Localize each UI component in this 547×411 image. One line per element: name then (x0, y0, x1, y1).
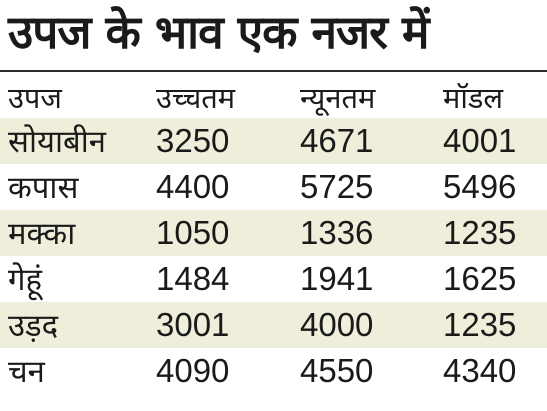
highest-price: 4090 (156, 352, 230, 389)
header-crop: उपज (8, 80, 62, 115)
table-header-row: उपज उच्चतम न्यूनतम मॉडल (0, 76, 547, 118)
modal-price: 4340 (443, 352, 517, 389)
highest-price: 1050 (156, 214, 230, 251)
crop-name: कपास (8, 170, 79, 206)
table-row: कपास 4400 5725 5496 (0, 164, 547, 210)
table-row: मक्का 1050 1336 1235 (0, 210, 547, 256)
lowest-price: 4671 (300, 122, 374, 159)
highest-price: 3250 (156, 122, 230, 159)
title-divider (0, 70, 547, 72)
crop-name: गेहूं (8, 262, 42, 298)
lowest-price: 1336 (300, 214, 374, 251)
highest-price: 4400 (156, 168, 230, 205)
price-table: उपज उच्चतम न्यूनतम मॉडल सोयाबीन 3250 467… (0, 76, 547, 394)
table-row: उड़द 3001 4000 1235 (0, 302, 547, 348)
page-title: उपज के भाव एक नजर में (8, 5, 429, 59)
header-highest: उच्चतम (156, 80, 236, 115)
table-row: चन 4090 4550 4340 (0, 348, 547, 394)
table-row: गेहूं 1484 1941 1625 (0, 256, 547, 302)
lowest-price: 1941 (300, 260, 374, 297)
modal-price: 1625 (443, 260, 517, 297)
crop-name: मक्का (8, 216, 76, 252)
modal-price: 4001 (443, 122, 517, 159)
lowest-price: 5725 (300, 168, 374, 205)
table-row: सोयाबीन 3250 4671 4001 (0, 118, 547, 164)
crop-name: उड़द (8, 308, 59, 344)
crop-name: सोयाबीन (8, 124, 106, 160)
header-lowest: न्यूनतम (300, 80, 376, 115)
highest-price: 3001 (156, 306, 230, 343)
modal-price: 5496 (443, 168, 517, 205)
crop-name: चन (8, 354, 45, 390)
modal-price: 1235 (443, 214, 517, 251)
modal-price: 1235 (443, 306, 517, 343)
lowest-price: 4000 (300, 306, 374, 343)
header-modal: मॉडल (443, 80, 504, 115)
lowest-price: 4550 (300, 352, 374, 389)
highest-price: 1484 (156, 260, 230, 297)
